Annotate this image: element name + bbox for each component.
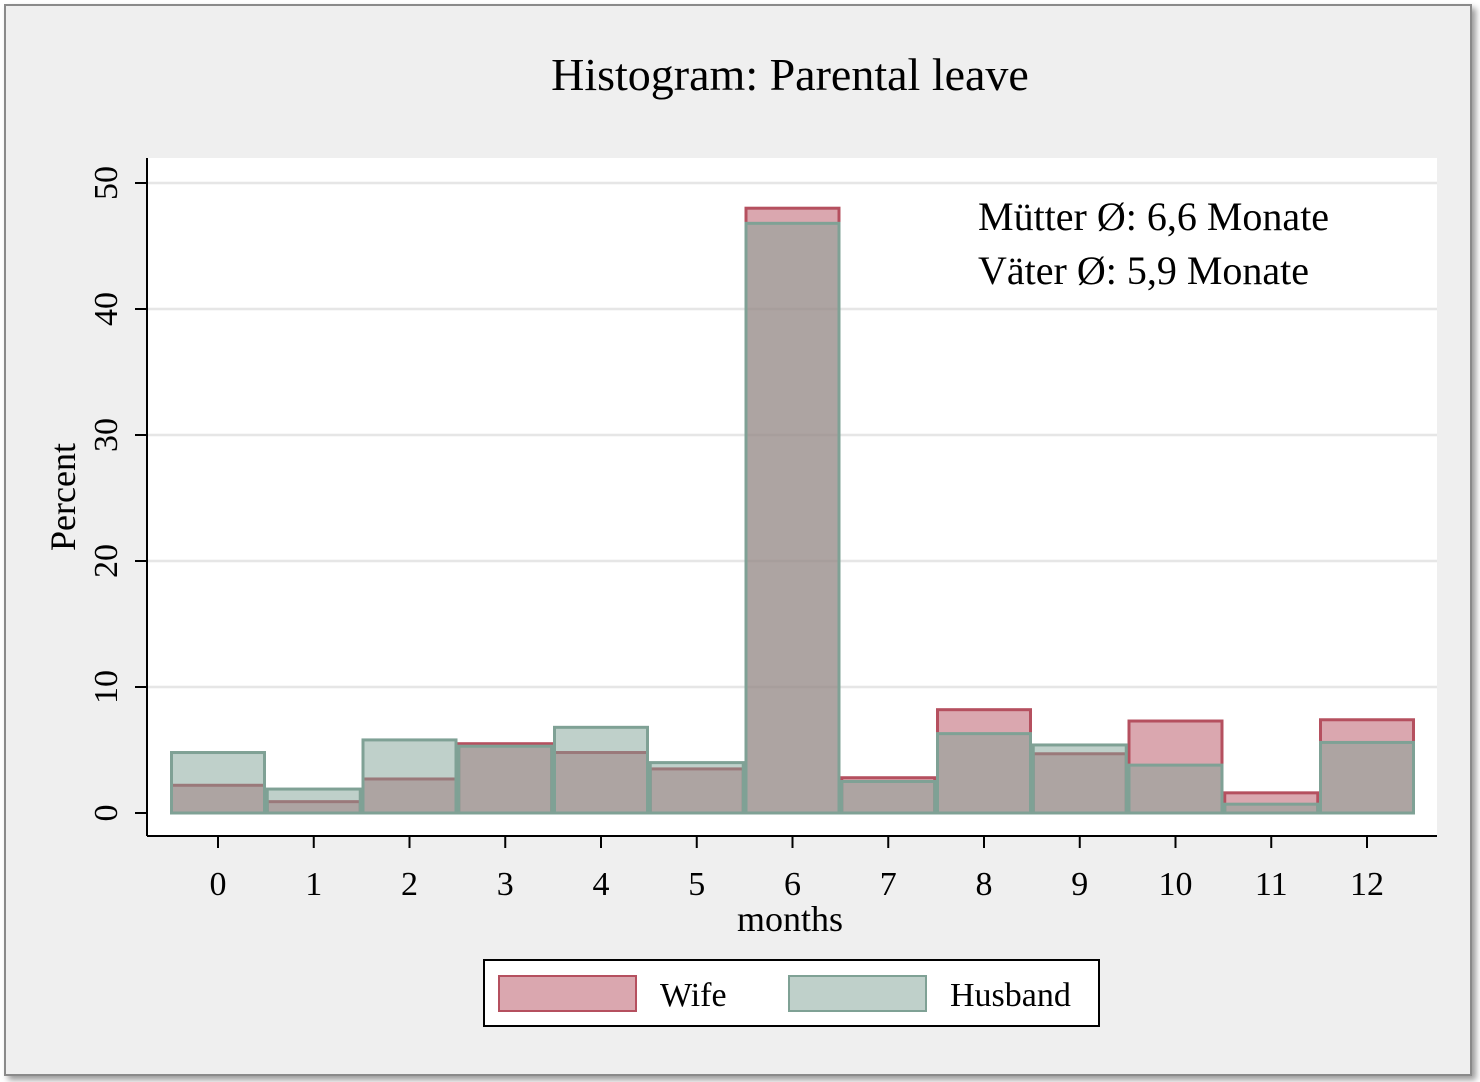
bar-husband-0	[170, 751, 266, 815]
x-tick-label-3: 3	[497, 866, 514, 903]
bar-husband-5	[648, 761, 745, 815]
y-ticks: 0 10 20 30 40 50	[88, 166, 147, 822]
legend-swatch-husband	[788, 975, 927, 1012]
x-ticks: 0 1 2 3 4 5 6 7 8 9 10 11 12	[210, 836, 1384, 903]
x-tick-label-11: 11	[1255, 866, 1288, 903]
bar-husband-2	[361, 738, 458, 815]
x-tick-label-1: 1	[305, 866, 322, 903]
x-tick-label-10: 10	[1159, 866, 1193, 903]
y-tick-label-50: 50	[88, 166, 125, 200]
y-axis-label: Percent	[43, 443, 83, 551]
x-tick-label-6: 6	[784, 866, 801, 903]
annotation-fathers: Väter Ø: 5,9 Monate	[978, 248, 1309, 293]
x-tick-label-4: 4	[593, 866, 610, 903]
x-tick-label-5: 5	[688, 866, 705, 903]
chart-title: Histogram: Parental leave	[551, 49, 1029, 100]
bars	[170, 206, 1415, 815]
y-tick-label-0: 0	[88, 805, 125, 822]
legend-label-husband: Husband	[950, 977, 1071, 1014]
legend: Wife Husband	[483, 959, 1100, 1027]
bar-husband-1	[265, 787, 362, 815]
x-tick-label-2: 2	[401, 866, 418, 903]
y-tick-label-40: 40	[88, 292, 125, 326]
bar-husband-10	[1127, 763, 1224, 815]
y-tick-label-10: 10	[88, 670, 125, 704]
x-tick-label-8: 8	[976, 866, 993, 903]
bar-husband-4	[553, 725, 649, 815]
bar-husband-11	[1223, 802, 1320, 815]
x-tick-label-7: 7	[880, 866, 897, 903]
bar-husband-6	[744, 221, 841, 815]
bar-husband-9	[1031, 743, 1128, 815]
bar-husband-3	[457, 744, 554, 815]
x-tick-label-9: 9	[1071, 866, 1088, 903]
y-tick-label-30: 30	[88, 418, 125, 452]
annotation-mothers: Mütter Ø: 6,6 Monate	[978, 194, 1329, 239]
bar-husband-7	[840, 780, 937, 815]
x-axis-label: months	[737, 899, 843, 939]
x-tick-label-12: 12	[1350, 866, 1384, 903]
legend-swatch-wife	[498, 975, 637, 1012]
legend-label-wife: Wife	[660, 977, 727, 1014]
bar-husband-8	[936, 732, 1032, 815]
x-tick-label-0: 0	[210, 866, 227, 903]
bar-husband-12	[1319, 740, 1415, 815]
y-tick-label-20: 20	[88, 544, 125, 578]
